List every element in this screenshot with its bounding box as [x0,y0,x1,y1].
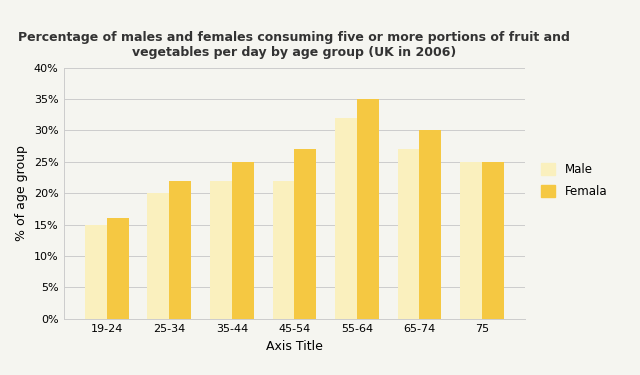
Bar [273,181,294,319]
Bar [397,149,419,319]
Bar [147,193,170,319]
Bar [335,118,357,319]
Legend: Male, Femala: Male, Femala [535,157,613,204]
Bar [357,99,379,319]
X-axis label: Axis Title: Axis Title [266,340,323,353]
Bar [107,218,129,319]
Bar [294,149,316,319]
Bar [170,181,191,319]
Title: Percentage of males and females consuming five or more portions of fruit and
veg: Percentage of males and females consumin… [19,32,570,59]
Bar [419,130,442,319]
Y-axis label: % of age group: % of age group [15,145,28,241]
Bar [85,225,107,319]
Bar [482,162,504,319]
Bar [210,181,232,319]
Bar [232,162,253,319]
Bar [460,162,482,319]
